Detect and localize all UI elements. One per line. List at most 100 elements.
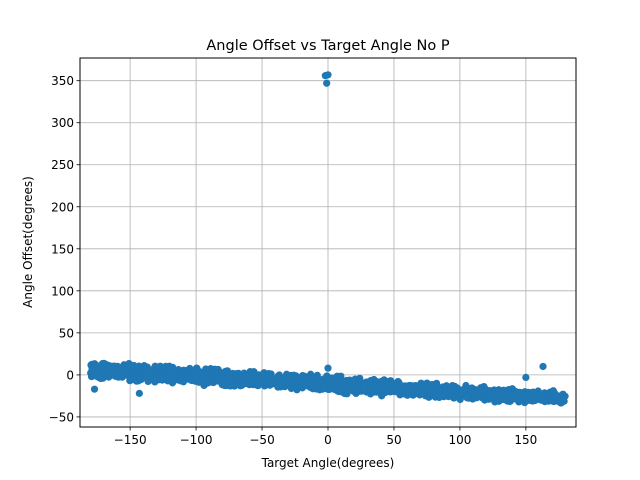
data-point bbox=[548, 397, 556, 405]
outlier-point bbox=[90, 385, 99, 393]
data-point bbox=[190, 370, 198, 378]
y-tick-label: 0 bbox=[66, 368, 74, 382]
y-axis-label: Angle Offset(degrees) bbox=[21, 176, 35, 308]
data-point bbox=[198, 370, 206, 378]
data-point bbox=[518, 393, 526, 401]
data-point bbox=[428, 386, 436, 394]
data-point bbox=[344, 382, 352, 390]
data-point bbox=[281, 377, 290, 385]
y-tick-label: 50 bbox=[59, 326, 74, 340]
data-point bbox=[143, 373, 151, 382]
data-point bbox=[259, 378, 267, 386]
data-point bbox=[556, 395, 564, 403]
data-point bbox=[328, 374, 336, 382]
data-point bbox=[95, 373, 103, 382]
data-point bbox=[478, 385, 487, 393]
y-axis: −50 0 50 100 150 200 250 300 350 bbox=[49, 74, 80, 424]
data-point bbox=[111, 372, 120, 380]
data-point bbox=[399, 384, 407, 392]
data-point bbox=[224, 375, 232, 383]
data-point bbox=[151, 371, 159, 379]
data-point bbox=[481, 396, 489, 404]
outlier-point bbox=[324, 71, 332, 79]
data-point bbox=[193, 375, 201, 384]
data-point bbox=[169, 376, 178, 384]
outlier-point bbox=[135, 389, 143, 397]
data-point bbox=[309, 374, 317, 383]
y-tick-label: 150 bbox=[51, 242, 74, 256]
outlier-point bbox=[323, 79, 331, 87]
data-point bbox=[379, 383, 387, 391]
data-point bbox=[126, 362, 134, 371]
data-point bbox=[176, 377, 185, 385]
data-point bbox=[336, 386, 344, 394]
x-axis-label: Target Angle(degrees) bbox=[261, 456, 395, 470]
data-points bbox=[87, 71, 569, 407]
data-point bbox=[350, 376, 358, 385]
data-point bbox=[491, 391, 499, 399]
data-point bbox=[411, 382, 420, 390]
data-point bbox=[164, 363, 172, 372]
data-point bbox=[467, 387, 475, 396]
data-point bbox=[360, 385, 368, 394]
data-point bbox=[287, 379, 295, 387]
y-tick-label: 100 bbox=[51, 284, 74, 298]
x-tick-label: 150 bbox=[514, 433, 537, 447]
x-tick-label: 0 bbox=[324, 433, 332, 447]
data-point bbox=[460, 385, 468, 393]
data-point bbox=[126, 377, 134, 385]
data-point bbox=[166, 370, 174, 378]
data-point bbox=[244, 379, 252, 388]
data-point bbox=[531, 396, 539, 405]
data-point bbox=[88, 367, 96, 375]
data-point bbox=[417, 388, 425, 397]
x-tick-label: −50 bbox=[249, 433, 274, 447]
data-point bbox=[529, 388, 537, 396]
data-point bbox=[428, 380, 436, 389]
data-point bbox=[159, 373, 168, 381]
data-point bbox=[307, 381, 316, 389]
data-point bbox=[183, 372, 191, 380]
data-point bbox=[447, 386, 455, 394]
x-tick-label: 100 bbox=[448, 433, 471, 447]
data-point bbox=[254, 382, 262, 390]
data-point bbox=[199, 377, 208, 385]
data-point bbox=[352, 389, 360, 397]
data-point bbox=[317, 376, 325, 384]
data-point bbox=[102, 367, 110, 376]
data-point bbox=[245, 372, 253, 380]
data-point bbox=[135, 374, 144, 382]
x-tick-label: −100 bbox=[180, 433, 213, 447]
y-tick-label: 300 bbox=[51, 116, 74, 130]
x-axis: −150 −100 −50 0 50 100 150 bbox=[114, 427, 537, 447]
data-point bbox=[434, 385, 442, 393]
data-point bbox=[378, 392, 386, 400]
data-point bbox=[509, 394, 517, 402]
grid-lines bbox=[80, 58, 576, 427]
data-point bbox=[156, 362, 164, 370]
data-point bbox=[236, 376, 244, 384]
x-tick-label: −150 bbox=[114, 433, 147, 447]
y-tick-label: −50 bbox=[49, 410, 74, 424]
outlier-point bbox=[522, 373, 530, 382]
data-point bbox=[297, 378, 305, 386]
data-point bbox=[384, 380, 393, 388]
data-point bbox=[551, 390, 559, 398]
data-point bbox=[541, 397, 549, 406]
x-tick-label: 50 bbox=[386, 433, 401, 447]
data-point bbox=[253, 375, 261, 383]
data-point bbox=[496, 389, 504, 397]
chart-title: Angle Offset vs Target Angle No P bbox=[206, 38, 449, 54]
y-tick-label: 350 bbox=[51, 74, 74, 88]
data-point bbox=[541, 391, 549, 399]
data-point bbox=[214, 375, 222, 383]
data-point bbox=[276, 381, 284, 390]
outlier-point bbox=[324, 364, 332, 372]
data-point bbox=[213, 366, 221, 374]
y-tick-label: 200 bbox=[51, 200, 74, 214]
data-point bbox=[110, 365, 118, 374]
data-point bbox=[265, 379, 274, 387]
data-point bbox=[116, 365, 124, 373]
data-point bbox=[141, 365, 149, 374]
